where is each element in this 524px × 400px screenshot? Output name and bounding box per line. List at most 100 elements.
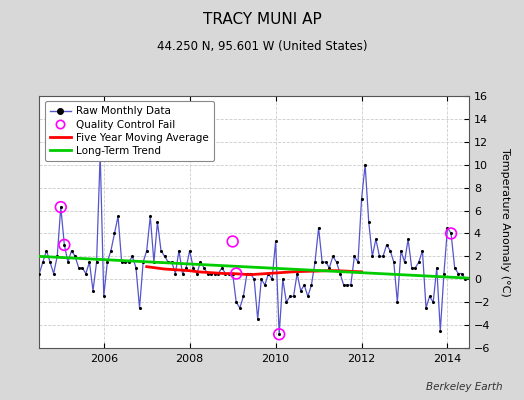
- Point: [207, 270, 215, 277]
- Point: [336, 270, 344, 277]
- Point: [232, 299, 241, 305]
- Point: [372, 236, 380, 242]
- Point: [414, 259, 423, 265]
- Point: [246, 270, 255, 277]
- Point: [318, 259, 326, 265]
- Point: [153, 219, 161, 225]
- Point: [143, 248, 151, 254]
- Point: [393, 299, 401, 305]
- Point: [211, 270, 219, 277]
- Point: [31, 248, 40, 254]
- Point: [221, 270, 230, 277]
- Point: [28, 259, 36, 265]
- Point: [174, 248, 183, 254]
- Point: [260, 282, 269, 288]
- Point: [21, 236, 29, 242]
- Point: [365, 219, 373, 225]
- Point: [150, 259, 158, 265]
- Point: [340, 282, 348, 288]
- Point: [100, 293, 108, 300]
- Point: [383, 242, 391, 248]
- Point: [217, 265, 226, 271]
- Text: TRACY MUNI AP: TRACY MUNI AP: [203, 12, 321, 27]
- Point: [35, 270, 43, 277]
- Point: [228, 270, 237, 277]
- Point: [214, 270, 223, 277]
- Point: [203, 270, 212, 277]
- Point: [46, 259, 54, 265]
- Point: [74, 265, 83, 271]
- Point: [268, 276, 276, 282]
- Point: [82, 270, 90, 277]
- Point: [225, 270, 233, 277]
- Point: [451, 265, 459, 271]
- Point: [264, 270, 272, 277]
- Point: [193, 270, 201, 277]
- Point: [17, 253, 26, 260]
- Point: [107, 248, 115, 254]
- Point: [57, 204, 65, 210]
- Point: [157, 248, 165, 254]
- Point: [257, 276, 266, 282]
- Point: [461, 276, 470, 282]
- Point: [411, 265, 419, 271]
- Point: [325, 265, 334, 271]
- Point: [433, 265, 441, 271]
- Point: [386, 248, 395, 254]
- Point: [397, 248, 405, 254]
- Point: [440, 270, 448, 277]
- Point: [404, 236, 412, 242]
- Point: [443, 224, 452, 231]
- Point: [78, 265, 86, 271]
- Point: [110, 230, 118, 237]
- Point: [275, 331, 283, 338]
- Point: [103, 259, 112, 265]
- Point: [39, 259, 47, 265]
- Point: [314, 224, 323, 231]
- Point: [232, 270, 241, 277]
- Point: [307, 282, 315, 288]
- Point: [375, 253, 384, 260]
- Point: [53, 253, 61, 260]
- Point: [379, 253, 387, 260]
- Point: [368, 253, 376, 260]
- Point: [457, 270, 466, 277]
- Point: [447, 230, 455, 237]
- Text: Berkeley Earth: Berkeley Earth: [427, 382, 503, 392]
- Point: [168, 259, 176, 265]
- Point: [117, 259, 126, 265]
- Point: [243, 270, 251, 277]
- Point: [303, 293, 312, 300]
- Point: [447, 230, 455, 237]
- Point: [121, 259, 129, 265]
- Y-axis label: Temperature Anomaly (°C): Temperature Anomaly (°C): [500, 148, 510, 296]
- Point: [132, 265, 140, 271]
- Point: [346, 282, 355, 288]
- Point: [92, 259, 101, 265]
- Point: [289, 293, 298, 300]
- Point: [71, 253, 79, 260]
- Point: [329, 253, 337, 260]
- Point: [286, 293, 294, 300]
- Point: [14, 236, 22, 242]
- Point: [425, 293, 434, 300]
- Point: [128, 253, 137, 260]
- Point: [60, 242, 69, 248]
- Point: [311, 259, 319, 265]
- Point: [279, 276, 287, 282]
- Point: [96, 150, 104, 156]
- Point: [160, 253, 169, 260]
- Point: [57, 204, 65, 210]
- Point: [250, 276, 258, 282]
- Legend: Raw Monthly Data, Quality Control Fail, Five Year Moving Average, Long-Term Tren: Raw Monthly Data, Quality Control Fail, …: [45, 101, 214, 161]
- Point: [354, 259, 362, 265]
- Point: [422, 305, 430, 311]
- Point: [200, 265, 208, 271]
- Point: [135, 305, 144, 311]
- Point: [164, 259, 172, 265]
- Text: 44.250 N, 95.601 W (United States): 44.250 N, 95.601 W (United States): [157, 40, 367, 53]
- Point: [293, 270, 301, 277]
- Point: [300, 282, 309, 288]
- Point: [185, 248, 194, 254]
- Point: [350, 253, 358, 260]
